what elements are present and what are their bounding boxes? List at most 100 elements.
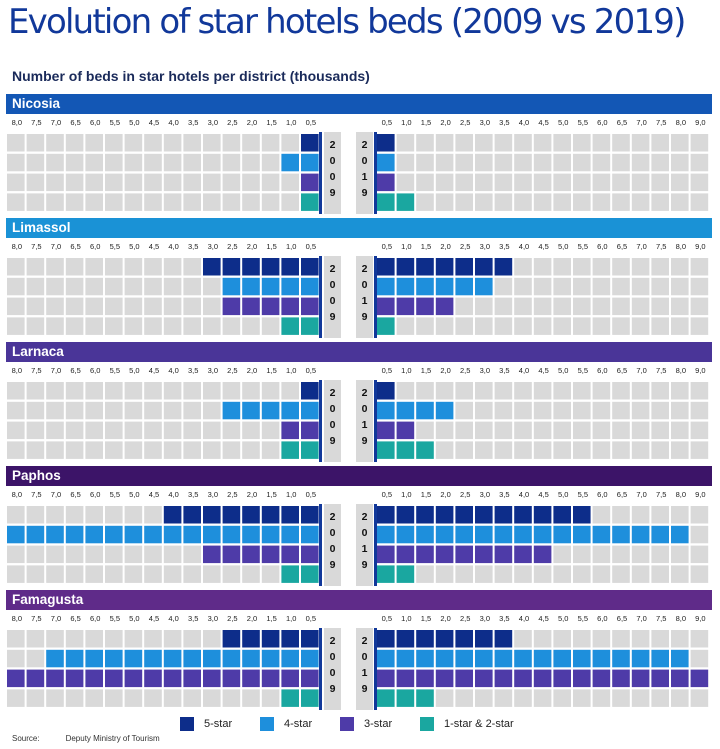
empty-block bbox=[455, 401, 473, 420]
bar-block-paphos-2009-3-star bbox=[203, 545, 221, 564]
tick-label-limassol-2009: 6,5 bbox=[70, 242, 80, 251]
bar-block-paphos-2019-1-star-2-star bbox=[377, 565, 395, 583]
empty-block bbox=[65, 134, 84, 152]
empty-block bbox=[475, 153, 493, 172]
tick-label-nicosia-2019: 6,0 bbox=[597, 118, 607, 127]
tick-label-famagusta-2019: 2,5 bbox=[460, 614, 470, 623]
empty-block bbox=[690, 258, 709, 276]
axis-line-2009 bbox=[319, 256, 322, 338]
bar-block-famagusta-2019-3-star bbox=[475, 669, 493, 688]
bar-block-paphos-2009-1-star-2-star bbox=[281, 565, 299, 583]
tick-label-larnaca-2009: 0,5 bbox=[306, 366, 316, 375]
bar-block-paphos-2009-4-star bbox=[65, 525, 84, 544]
empty-block bbox=[435, 421, 454, 440]
tick-label-nicosia-2009: 7,0 bbox=[51, 118, 61, 127]
tick-label-larnaca-2019: 4,0 bbox=[519, 366, 529, 375]
axis-line-2019 bbox=[374, 132, 377, 214]
tick-label-nicosia-2009: 2,0 bbox=[247, 118, 257, 127]
year-column-2009 bbox=[324, 132, 341, 214]
empty-block bbox=[494, 134, 513, 152]
tick-label-famagusta-2009: 2,5 bbox=[227, 614, 237, 623]
year-column-2009 bbox=[324, 504, 341, 586]
bar-block-paphos-2019-5-star bbox=[435, 506, 454, 524]
empty-block bbox=[612, 382, 630, 400]
empty-block bbox=[65, 258, 84, 276]
year-label-2009: 2 bbox=[330, 139, 336, 151]
tick-label-limassol-2019: 6,5 bbox=[617, 242, 627, 251]
bar-block-famagusta-2009-3-star bbox=[7, 669, 25, 688]
empty-block bbox=[671, 258, 689, 276]
tick-label-larnaca-2009: 6,5 bbox=[70, 366, 80, 375]
bar-block-paphos-2019-4-star bbox=[475, 525, 493, 544]
bar-block-larnaca-2019-1-star-2-star bbox=[396, 441, 415, 459]
empty-block bbox=[26, 317, 45, 335]
bar-block-famagusta-2019-3-star bbox=[435, 669, 454, 688]
year-label-2019: 0 bbox=[362, 279, 368, 291]
year-label-2019: 9 bbox=[362, 435, 368, 447]
year-label-2019: 0 bbox=[362, 155, 368, 167]
empty-block bbox=[242, 421, 260, 440]
empty-block bbox=[416, 317, 434, 335]
bar-block-famagusta-2019-5-star bbox=[475, 630, 493, 648]
empty-block bbox=[690, 689, 709, 707]
empty-block bbox=[475, 401, 493, 420]
tick-label-nicosia-2019: 5,0 bbox=[558, 118, 568, 127]
empty-block bbox=[105, 382, 123, 400]
empty-block bbox=[514, 134, 532, 152]
district-header: Limassol bbox=[6, 218, 712, 238]
empty-block bbox=[144, 382, 162, 400]
empty-block bbox=[183, 258, 201, 276]
bar-block-paphos-2019-5-star bbox=[514, 506, 532, 524]
empty-block bbox=[222, 173, 241, 192]
empty-block bbox=[396, 317, 415, 335]
tick-label-limassol-2009: 0,5 bbox=[306, 242, 316, 251]
empty-block bbox=[690, 317, 709, 335]
empty-block bbox=[203, 153, 221, 172]
bar-block-limassol-2009-5-star bbox=[261, 258, 280, 276]
tick-label-famagusta-2019: 9,0 bbox=[695, 614, 705, 623]
empty-block bbox=[533, 193, 552, 211]
bar-block-larnaca-2009-4-star bbox=[242, 401, 260, 420]
empty-block bbox=[592, 297, 611, 316]
empty-block bbox=[494, 153, 513, 172]
tick-label-nicosia-2019: 5,5 bbox=[578, 118, 588, 127]
empty-block bbox=[85, 421, 103, 440]
bar-block-paphos-2019-4-star bbox=[416, 525, 434, 544]
empty-block bbox=[124, 401, 143, 420]
empty-block bbox=[65, 565, 84, 583]
empty-block bbox=[261, 317, 280, 335]
empty-block bbox=[514, 277, 532, 296]
empty-block bbox=[46, 173, 64, 192]
empty-block bbox=[475, 297, 493, 316]
bar-block-limassol-2009-1-star-2-star bbox=[301, 317, 319, 335]
bar-block-paphos-2019-4-star bbox=[592, 525, 611, 544]
empty-block bbox=[612, 258, 630, 276]
bar-block-limassol-2009-4-star bbox=[301, 277, 319, 296]
year-label-2019: 2 bbox=[362, 387, 368, 399]
empty-block bbox=[124, 545, 143, 564]
empty-block bbox=[455, 382, 473, 400]
empty-block bbox=[222, 134, 241, 152]
tick-label-larnaca-2019: 7,0 bbox=[636, 366, 646, 375]
empty-block bbox=[592, 630, 611, 648]
empty-block bbox=[592, 382, 611, 400]
empty-block bbox=[651, 545, 669, 564]
tick-label-paphos-2019: 9,0 bbox=[695, 490, 705, 499]
district-section-nicosia: Nicosia 8,0 7,5 7,0 6,5 6,0 5,5 5,0 4,5 4,0 3,5 3,… bbox=[0, 94, 720, 219]
tick-label-limassol-2019: 1,0 bbox=[401, 242, 411, 251]
empty-block bbox=[46, 382, 64, 400]
empty-block bbox=[203, 401, 221, 420]
bar-block-limassol-2019-3-star bbox=[396, 297, 415, 316]
empty-block bbox=[183, 630, 201, 648]
tick-label-limassol-2009: 1,5 bbox=[266, 242, 276, 251]
empty-block bbox=[105, 441, 123, 459]
bar-block-famagusta-2019-3-star bbox=[573, 669, 591, 688]
bar-block-nicosia-2019-1-star-2-star bbox=[377, 193, 395, 211]
empty-block bbox=[631, 134, 650, 152]
empty-block bbox=[105, 258, 123, 276]
empty-block bbox=[163, 277, 182, 296]
bar-block-paphos-2009-4-star bbox=[46, 525, 64, 544]
empty-block bbox=[651, 277, 669, 296]
empty-block bbox=[573, 193, 591, 211]
empty-block bbox=[222, 382, 241, 400]
